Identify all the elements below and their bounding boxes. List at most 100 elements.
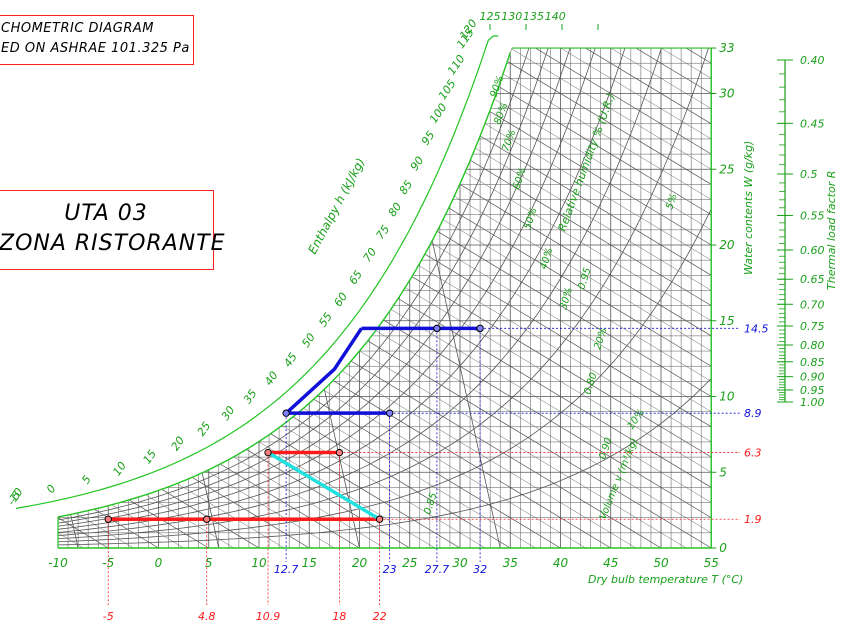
project-box: UTA 03 ZONA RISTORANTE — [0, 190, 226, 270]
relative-humidity-curve — [58, 48, 556, 524]
process-lines: -5 4.8 10.9 18 22 1.9 6.3 12.7 23 27.7 32 8.9 14.5 — [103, 322, 769, 623]
load-factor-tick-label: 0.95 — [800, 384, 825, 397]
winter-temperature-value: 22 — [373, 610, 387, 623]
summer-water-content-value: 8.9 — [744, 407, 762, 420]
winter-water-content-value: 1.9 — [744, 513, 762, 526]
load-factor-tick-label: 0.40 — [800, 54, 825, 67]
enthalpy-grid-line — [183, 48, 712, 549]
water-content-tick-label: 25 — [719, 162, 734, 176]
winter-water-content-value: 6.3 — [744, 447, 762, 460]
water-content-tick-label: 33 — [719, 41, 734, 55]
relative-humidity-curve — [58, 48, 602, 530]
summer-temperature-value: 12.7 — [274, 563, 299, 576]
enthalpy-tick-label: 135 — [523, 10, 544, 23]
summer-state-point — [385, 409, 394, 417]
relative-humidity-label: 5% — [664, 192, 679, 210]
temperature-tick-label: 5 — [205, 556, 213, 570]
water-content-tick-label: 20 — [719, 238, 735, 252]
enthalpy-scale-line — [15, 35, 499, 509]
water-content-tick-label: 0 — [719, 541, 727, 555]
temperature-tick-label: 0 — [155, 556, 163, 570]
summer-state-point — [433, 324, 441, 333]
winter-state-point — [264, 448, 272, 457]
summer-water-content-value: 14.5 — [744, 322, 769, 335]
load-factor-tick-label: 0.45 — [800, 117, 825, 130]
enthalpy-grid-line — [58, 48, 511, 549]
temperature-tick-label: 50 — [653, 556, 669, 570]
enthalpy-grid-line — [58, 48, 712, 549]
relative-humidity-curve — [58, 208, 712, 543]
load-factor-tick-label: 0.70 — [800, 298, 825, 311]
enthalpy-grid-line — [58, 48, 712, 549]
load-factor-tick-label: 0.85 — [800, 356, 825, 369]
winter-temperature-value: 10.9 — [256, 610, 281, 623]
temperature-tick-label: 55 — [704, 556, 719, 570]
enthalpy-tick-label: 125 — [480, 10, 501, 23]
load-factor-tick-label: 0.55 — [800, 209, 825, 222]
load-factor-tick-label: 1.00 — [800, 396, 825, 409]
winter-temperature-value: 18 — [332, 610, 346, 623]
enthalpy-grid-line — [58, 48, 712, 549]
temperature-tick-label: 15 — [302, 556, 317, 570]
load-factor-scale: 0.40 0.45 0.5 0.55 0.60 0.65 0.70 0.75 0.80 0.85 0… — [777, 54, 838, 409]
load-factor-tick-label: 0.75 — [800, 320, 825, 333]
water-content-axis-label: Water contents W (g/kg) — [742, 141, 755, 275]
load-factor-axis-label: Thermal load factor R — [825, 171, 838, 290]
enthalpy-grid-line — [58, 48, 712, 549]
enthalpy-grid-line — [58, 48, 461, 549]
enthalpy-grid-line — [58, 48, 486, 549]
title-line-2: ED ON ASHRAE 101.325 Pa — [1, 41, 190, 56]
water-content-tick-label: 10 — [719, 390, 735, 404]
title-box: CHOMETRIC DIAGRAM ED ON ASHRAE 101.325 P… — [0, 15, 194, 65]
winter-temperature-value: -5 — [103, 610, 114, 623]
chart-frame — [15, 24, 717, 549]
relative-humidity-curve — [58, 378, 712, 546]
temperature-tick-label: -10 — [48, 556, 68, 570]
summer-state-point — [476, 324, 484, 333]
temperature-tick-label: 30 — [452, 556, 468, 570]
project-line-2: ZONA RISTORANTE — [0, 231, 226, 256]
summer-state-point — [282, 409, 290, 417]
summer-cooling-curve — [284, 327, 363, 415]
enthalpy-grid-line — [58, 48, 712, 549]
load-factor-tick-label: 0.60 — [800, 244, 825, 257]
temperature-axis-label: Dry bulb temperature T (°C) — [588, 573, 743, 586]
enthalpy-tick-label: 130 — [501, 10, 522, 23]
summer-temperature-value: 32 — [473, 563, 487, 576]
enthalpy-tick-label: 140 — [545, 10, 566, 23]
temperature-tick-label: -5 — [102, 556, 114, 570]
relative-humidity-curve — [58, 48, 576, 527]
load-factor-tick-label: 0.80 — [800, 339, 825, 352]
summer-temperature-value: 23 — [383, 563, 397, 576]
humidification-line — [267, 451, 381, 521]
relative-humidity-curve — [58, 48, 712, 540]
temperature-tick-label: 10 — [251, 556, 267, 570]
saturation-curve — [57, 52, 511, 518]
enthalpy-grid-line — [108, 48, 712, 549]
temperature-tick-label: 35 — [503, 556, 518, 570]
winter-temperature-value: 4.8 — [198, 610, 216, 623]
enthalpy-grid-line — [58, 48, 712, 549]
enthalpy-grid-line — [83, 48, 712, 549]
enthalpy-grid-line — [58, 48, 536, 549]
load-factor-tick-label: 0.90 — [800, 371, 825, 384]
temperature-tick-label: 45 — [603, 556, 618, 570]
load-factor-tick-label: 0.65 — [800, 273, 825, 286]
water-content-tick-label: 30 — [719, 87, 735, 101]
winter-state-point — [335, 448, 344, 457]
winter-state-point — [104, 515, 112, 523]
load-factor-tick-label: 0.5 — [800, 168, 818, 181]
summer-temperature-value: 27.7 — [425, 563, 450, 576]
relative-humidity-curve — [58, 48, 536, 521]
water-content-tick-label: 5 — [719, 465, 727, 479]
enthalpy-grid-line — [133, 48, 712, 549]
title-line-1: CHOMETRIC DIAGRAM — [1, 21, 154, 36]
project-line-1: UTA 03 — [64, 201, 148, 226]
temperature-tick-label: 20 — [352, 556, 368, 570]
water-content-tick-label: 15 — [719, 314, 734, 328]
enthalpy-grid-line — [58, 48, 561, 549]
relative-humidity-curve — [58, 48, 672, 536]
temperature-tick-label: 25 — [402, 556, 417, 570]
